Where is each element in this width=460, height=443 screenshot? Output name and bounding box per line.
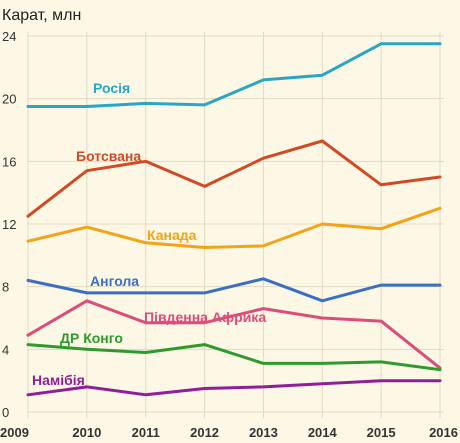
x-tick-label: 2015: [367, 425, 396, 440]
series-label: Ангола: [90, 273, 139, 289]
x-axis-ticks: 2009 2010 2011 2012 2013 2014 2015 2016: [0, 425, 458, 440]
series-label: Канада: [147, 227, 197, 243]
x-tick-label: 2010: [72, 425, 101, 440]
x-tick-label: 2011: [132, 425, 160, 440]
x-tick-label: 2013: [249, 425, 278, 440]
y-tick-label: 8: [2, 280, 9, 295]
x-tick-label: 2016: [429, 425, 458, 440]
series-line: [26, 379, 442, 397]
series-label: Росія: [93, 80, 130, 96]
series-labels: Росія Ботсвана Канада Ангола Південна Африка…: [32, 80, 266, 388]
series-label: Намібія: [32, 372, 85, 388]
y-axis-ticks: 0 4 8 12 16 20 24: [2, 29, 16, 420]
series-line: [26, 206, 442, 249]
y-tick-label: 0: [2, 405, 9, 420]
series-label: Південна Африка: [144, 309, 266, 325]
series-line: [26, 277, 442, 303]
series-label: Ботсвана: [76, 148, 141, 164]
y-tick-label: 4: [2, 342, 9, 357]
series-label: ДР Конго: [60, 330, 123, 346]
gridlines: [27, 32, 444, 418]
series-line: [26, 343, 442, 372]
y-tick-label: 16: [2, 154, 16, 169]
y-tick-label: 24: [2, 29, 16, 44]
y-axis-unit-label: Карат, млн: [2, 7, 81, 24]
series-lines: [26, 42, 442, 397]
x-tick-label: 2014: [308, 425, 338, 440]
y-tick-label: 20: [2, 92, 16, 107]
x-tick-label: 2012: [190, 425, 219, 440]
series-line: [26, 299, 442, 370]
y-tick-label: 12: [2, 217, 16, 232]
series-line: [26, 139, 442, 218]
series-line: [26, 42, 442, 108]
x-tick-label: 2009: [0, 425, 29, 440]
